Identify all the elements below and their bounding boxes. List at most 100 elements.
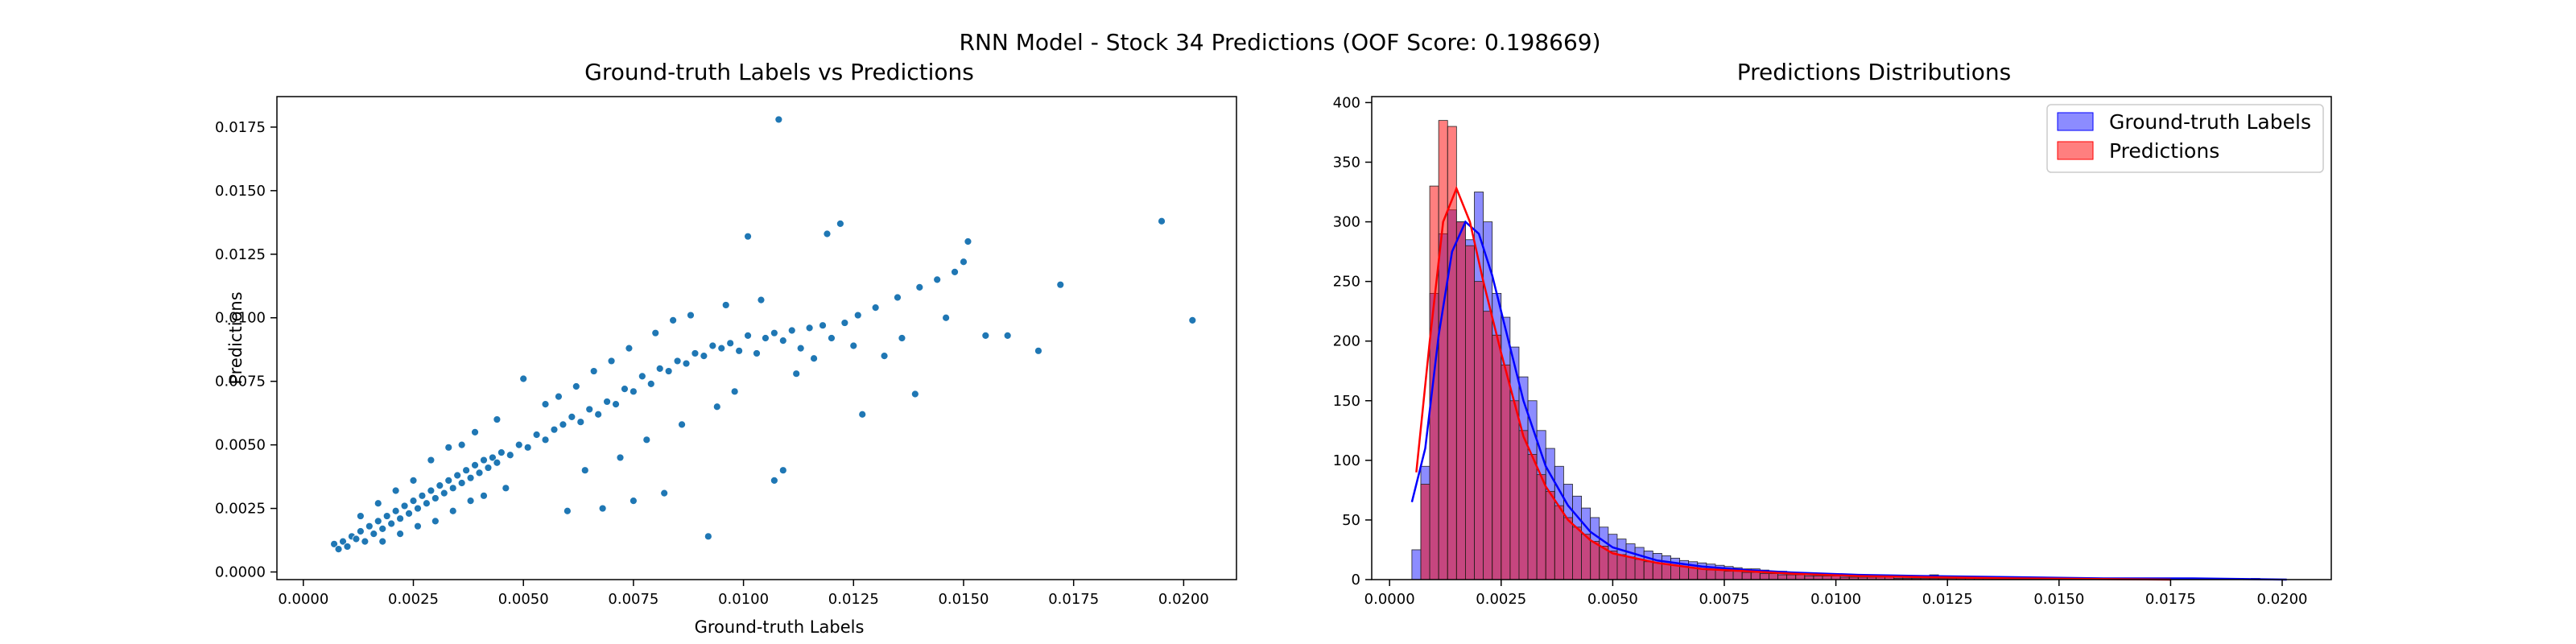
scatter-title: Ground-truth Labels vs Predictions	[584, 59, 974, 85]
scatter-point	[414, 522, 422, 530]
scatter-point	[704, 532, 712, 541]
scatter-point	[444, 476, 453, 485]
scatter-point	[770, 476, 778, 485]
scatter-point	[563, 506, 572, 515]
legend-swatch-predictions	[2057, 141, 2094, 160]
scatter-point	[374, 499, 382, 508]
scatter-point	[621, 385, 629, 394]
scatter-point	[414, 504, 422, 513]
scatter-point	[506, 451, 514, 460]
scatter-point	[427, 456, 436, 464]
histogram-bar	[1715, 569, 1725, 580]
scatter-point	[1158, 217, 1166, 225]
scatter-point	[497, 448, 506, 457]
scatter-point	[753, 349, 761, 357]
scatter-point	[431, 517, 440, 526]
scatter-point	[823, 229, 832, 238]
x-tick-label: 0.0050	[498, 591, 549, 608]
histogram-bar	[1732, 571, 1743, 580]
scatter-point	[642, 436, 651, 444]
scatter-point	[448, 484, 457, 493]
kde-line	[1410, 220, 2287, 581]
histogram-bar	[1679, 566, 1690, 580]
y-tick-label: 400	[1333, 94, 1360, 111]
scatter-point	[712, 402, 721, 411]
x-tick-label: 0.0125	[828, 591, 879, 608]
scatter-point	[598, 504, 607, 513]
histogram-bar	[1581, 534, 1591, 580]
scatter-point	[361, 537, 369, 546]
histogram-bar	[1608, 551, 1618, 580]
scatter-point	[550, 425, 559, 434]
histogram-bars	[1411, 120, 2260, 580]
scatter-point	[453, 471, 462, 480]
y-tick-label: 300	[1333, 214, 1360, 231]
scatter-point	[343, 543, 352, 551]
scatter-point	[541, 436, 550, 444]
histogram-bar	[1777, 574, 1788, 580]
scatter-point	[480, 456, 488, 464]
scatter-point	[352, 535, 361, 543]
histogram-bar	[1554, 505, 1564, 580]
y-tick-label: 150	[1333, 393, 1360, 410]
scatter-x-ticks: 0.0000 0.0025 0.0050 0.0075 0.0100 0.0125 0.01…	[278, 580, 1209, 608]
y-tick-label: 100	[1333, 452, 1360, 469]
y-tick-label: 350	[1333, 154, 1360, 171]
scatter-axes-frame	[276, 96, 1237, 580]
histogram-bar	[1652, 562, 1662, 580]
scatter-y-ticks: 0.0000 0.0025 0.0050 0.0075 0.0100 0.0125 0.01…	[215, 119, 277, 581]
histogram-bar	[1501, 364, 1511, 580]
scatter-point	[502, 484, 510, 493]
x-tick-label: 0.0175	[2145, 591, 2196, 608]
scatter-point	[708, 341, 717, 350]
scatter-point	[778, 466, 787, 475]
histogram-bar	[1795, 574, 1806, 580]
kde-line	[1415, 185, 2171, 581]
scatter-point	[594, 410, 603, 419]
scatter-point	[541, 400, 550, 409]
scatter-point	[396, 514, 405, 523]
scatter-point	[669, 316, 678, 324]
x-tick-label: 0.0125	[1922, 591, 1973, 608]
scatter-point	[471, 460, 479, 469]
scatter-point	[805, 324, 814, 332]
scatter-x-axis-label: Ground-truth Labels	[695, 617, 865, 637]
histogram-bar	[1741, 572, 1752, 580]
scatter-point	[744, 232, 752, 241]
scatter-point	[396, 530, 405, 539]
scatter-point	[629, 387, 638, 396]
histogram-bar	[1759, 573, 1769, 580]
histogram-bar	[1769, 573, 1778, 580]
scatter-point	[391, 486, 400, 495]
scatter-point	[726, 339, 735, 348]
scatter-point	[572, 382, 580, 390]
scatter-point	[514, 440, 523, 449]
scatter-point	[964, 237, 972, 246]
scatter-point	[1188, 316, 1197, 324]
scatter-point	[638, 372, 646, 381]
legend-label-ground-truth: Ground-truth Labels	[2109, 110, 2311, 134]
scatter-point	[585, 405, 594, 414]
x-tick-label: 0.0150	[2033, 591, 2084, 608]
scatter-point	[858, 410, 867, 419]
x-tick-label: 0.0075	[1699, 591, 1749, 608]
histogram-bar	[1590, 541, 1600, 580]
y-tick-label: 250	[1333, 274, 1360, 291]
scatter-point	[691, 349, 700, 357]
scatter-point	[616, 453, 625, 462]
histogram-bar	[1527, 454, 1538, 580]
x-tick-label: 0.0200	[2257, 591, 2308, 608]
x-tick-label: 0.0025	[1476, 591, 1526, 608]
histogram-bar	[1474, 281, 1484, 580]
scatter-point	[1003, 331, 1012, 340]
y-tick-label: 50	[1342, 512, 1360, 529]
scatter-point	[915, 283, 924, 291]
scatter-point	[655, 364, 664, 373]
y-tick-label: 0.0150	[215, 183, 266, 200]
histogram-bar	[1786, 574, 1797, 580]
histogram-bar	[1670, 564, 1680, 580]
scatter-point	[774, 115, 783, 124]
y-tick-label: 0.0050	[215, 437, 266, 454]
y-tick-label: 0.0125	[215, 246, 266, 263]
